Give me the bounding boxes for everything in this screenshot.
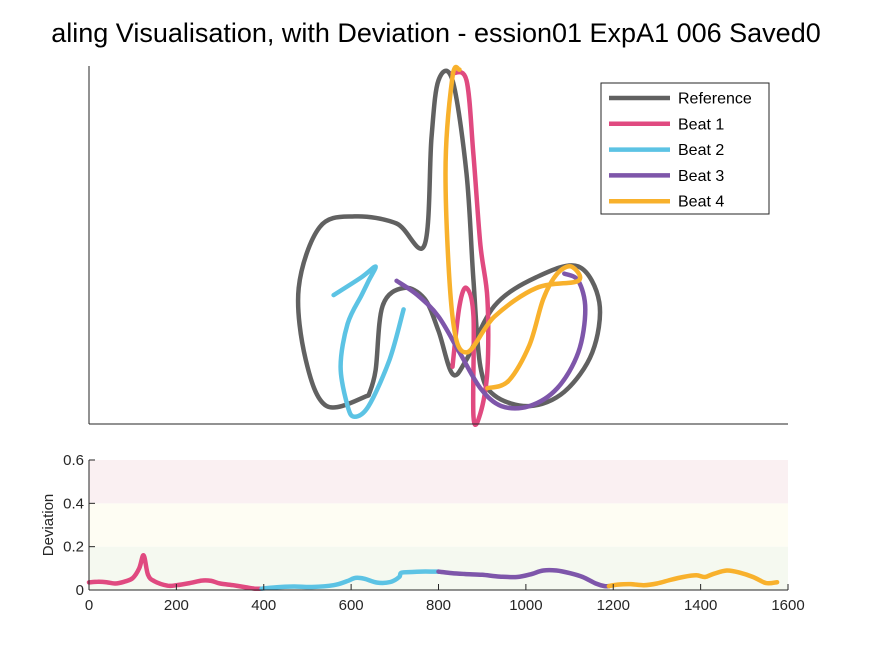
legend: Reference Beat 1 Beat 2 Beat 3 Beat 4: [600, 82, 770, 215]
y-tick-label-0-2: 0.2: [63, 539, 84, 556]
y-tick-label-0-6: 0.6: [63, 452, 84, 469]
x-tick-label-400: 400: [251, 597, 276, 614]
deviation-band-1: [89, 503, 788, 547]
trajectory-line-reference: [295, 68, 603, 410]
deviation-line-beat-4: [606, 568, 780, 589]
trajectory-line-beat-2: [331, 264, 406, 420]
legend-box: [600, 82, 770, 215]
legend-label-beat-2: Beat 2: [678, 142, 724, 159]
y-tick-label-0-4: 0.4: [63, 495, 84, 512]
deviation-band-2: [89, 460, 788, 504]
deviation-line-beat-3: [436, 567, 612, 589]
deviation-plot: 0 200 400 600 800 1000 1200 1400 1600 0 0.2 0.4 0.6…: [40, 452, 805, 614]
deviation-band-0: [89, 546, 788, 590]
legend-label-beat-4: Beat 4: [678, 194, 724, 211]
x-tick-label-1400: 1400: [684, 597, 717, 614]
chart-title: aling Visualisation, with Deviation - es…: [51, 18, 820, 48]
y-ticks: 0 0.2 0.4 0.6: [63, 452, 95, 599]
x-tick-label-800: 800: [426, 597, 451, 614]
legend-label-beat-1: Beat 1: [678, 116, 724, 133]
x-tick-label-0: 0: [85, 597, 93, 614]
x-tick-label-200: 200: [164, 597, 189, 614]
legend-label-beat-3: Beat 3: [678, 168, 724, 185]
trajectory-line-beat-4: [443, 64, 583, 391]
deviation-line-beat-2: [259, 569, 441, 591]
deviation-bands: [89, 460, 788, 590]
y-tick-label-0: 0: [76, 582, 84, 599]
trajectory-series-group: [295, 64, 603, 428]
x-tick-label-1200: 1200: [597, 597, 630, 614]
legend-label-reference: Reference: [678, 91, 752, 108]
deviation-line-beat-1: [86, 553, 264, 592]
trajectory-plot: [88, 64, 788, 428]
legend-items: Reference Beat 1 Beat 2 Beat 3 Beat 4: [609, 91, 752, 211]
x-tick-label-1600: 1600: [771, 597, 804, 614]
deviation-series-group: [86, 553, 780, 592]
trajectory-line-beat-3: [394, 271, 588, 411]
y-axis-label: Deviation: [40, 494, 57, 557]
x-tick-label-1000: 1000: [509, 597, 542, 614]
x-tick-label-600: 600: [339, 597, 364, 614]
x-ticks: 0 200 400 600 800 1000 1200 1400 1600: [85, 584, 805, 614]
